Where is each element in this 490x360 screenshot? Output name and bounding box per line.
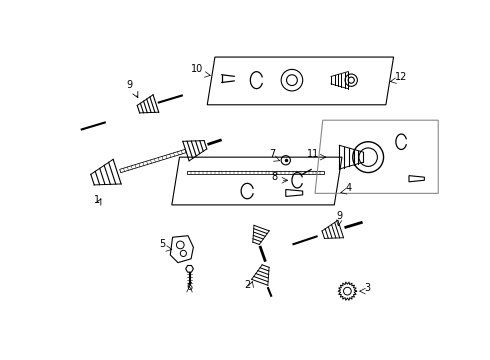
Text: 3: 3: [365, 283, 370, 293]
Text: 4: 4: [345, 183, 351, 193]
Text: 10: 10: [191, 64, 203, 75]
Text: 11: 11: [307, 149, 319, 159]
Text: 12: 12: [395, 72, 408, 82]
Text: 9: 9: [126, 80, 132, 90]
Text: 2: 2: [244, 280, 250, 290]
Text: 7: 7: [269, 149, 275, 159]
Text: 5: 5: [159, 239, 166, 249]
Text: 9: 9: [337, 211, 343, 221]
Polygon shape: [187, 171, 324, 175]
Text: 8: 8: [271, 172, 277, 182]
Text: 1: 1: [94, 195, 100, 205]
Polygon shape: [120, 149, 186, 173]
Text: 6: 6: [187, 282, 193, 292]
